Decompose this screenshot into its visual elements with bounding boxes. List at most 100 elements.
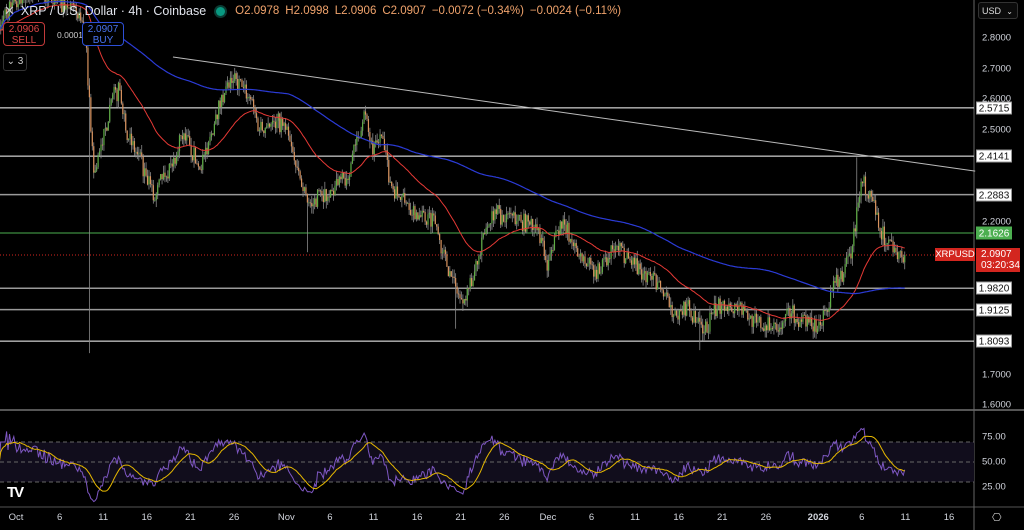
ohlc-open: O2.0978 (235, 5, 280, 17)
candle-body (80, 12, 82, 21)
candle-body (311, 202, 313, 207)
candle-body (363, 111, 365, 123)
candle-body (90, 97, 92, 132)
candle-body (453, 276, 455, 278)
candle-body (328, 196, 330, 198)
sell-button[interactable]: 2.0906 SELL (3, 22, 45, 46)
candle-body (170, 163, 172, 165)
candle-body (109, 104, 111, 122)
candle-body (348, 176, 351, 180)
candle-body (723, 300, 726, 311)
candle-body (459, 294, 461, 299)
candle-body (366, 114, 368, 120)
candle-body (382, 135, 384, 139)
candle-body (872, 196, 874, 201)
candle-body (517, 215, 519, 222)
candle-body (269, 123, 271, 127)
trendline (172, 56, 976, 172)
candle-body (690, 310, 692, 318)
candle-body (488, 224, 490, 227)
candle-body (340, 176, 342, 180)
candle-body (380, 134, 383, 136)
candle-body (164, 172, 166, 177)
candle-body (513, 212, 515, 216)
candle-body (537, 227, 540, 231)
candle-body (622, 246, 624, 248)
buy-button[interactable]: 2.0907 BUY (82, 22, 124, 46)
time-tick: 16 (673, 512, 685, 523)
candle-body (367, 119, 370, 133)
candle-body (481, 237, 483, 255)
time-tick: 26 (228, 512, 240, 523)
candle-body (65, 5, 67, 10)
tradingview-logo[interactable]: TV (7, 484, 24, 501)
candle-body (10, 1, 12, 8)
candle-body (263, 130, 265, 134)
time-tick: 11 (98, 512, 109, 523)
candle-body (395, 186, 397, 199)
time-tick: 16 (411, 512, 423, 523)
candle-body (530, 218, 532, 225)
candle-body (673, 315, 675, 318)
time-tick: Nov (277, 512, 295, 523)
candle-body (45, 0, 47, 2)
candle-body (696, 321, 698, 323)
candle-body (543, 240, 545, 257)
candle-body (834, 281, 836, 283)
gear-icon[interactable]: ⎔ (992, 512, 1002, 524)
candle-body (245, 84, 247, 99)
candle-body (372, 140, 374, 155)
candle-body (207, 142, 210, 155)
candle-body (17, 4, 19, 8)
candle-body (299, 171, 301, 179)
candle-body (305, 187, 307, 194)
candle-body (533, 227, 535, 230)
candle-body (675, 310, 678, 316)
candle-body (715, 303, 717, 317)
candle-body (534, 224, 537, 228)
candle-body (821, 324, 823, 326)
x-icon[interactable]: ✕ (4, 3, 15, 18)
candle-body (574, 243, 576, 247)
symbol-title[interactable]: XRP / U.S. Dollar · 4h · Coinbase (20, 4, 207, 18)
candle-body (213, 123, 215, 135)
candle-body (809, 317, 811, 323)
rsi-tick: 50.00 (982, 456, 1006, 468)
candle-body (532, 218, 534, 230)
candle-body (446, 254, 448, 267)
candle-body (795, 318, 797, 323)
candle-body (379, 134, 381, 143)
candle-body (734, 304, 736, 314)
candle-body (130, 133, 133, 146)
candle-body (710, 312, 713, 314)
candle-body (81, 20, 83, 22)
level-price-label: 1.9125 (976, 303, 1012, 317)
indicators-toggle[interactable]: ⌄ 3 (3, 53, 27, 71)
candle-body (253, 99, 255, 108)
candle-body (132, 141, 134, 146)
candle-body (388, 159, 390, 183)
candle-body (393, 189, 396, 199)
candle-body (309, 202, 311, 204)
buy-price: 2.0907 (87, 24, 119, 35)
candle-body (630, 260, 633, 265)
candle-body (158, 179, 160, 186)
ohlc-change-2: −0.0024 (−0.11%) (529, 5, 622, 17)
candle-body (617, 246, 620, 251)
candle-body (822, 310, 824, 326)
candle-body (472, 280, 474, 287)
candle-body (417, 212, 419, 220)
candle-body (564, 219, 566, 225)
candle-body (478, 256, 480, 265)
currency-select[interactable]: USD ⌄ (978, 2, 1018, 19)
candle-body (7, 13, 9, 20)
time-tick: 6 (859, 512, 865, 523)
candle-body (436, 224, 438, 227)
candle-body (46, 0, 48, 2)
candle-body (739, 302, 742, 305)
candle-body (401, 196, 403, 200)
candle-body (832, 281, 835, 292)
candle-body (302, 186, 304, 191)
candle-body (857, 202, 859, 208)
